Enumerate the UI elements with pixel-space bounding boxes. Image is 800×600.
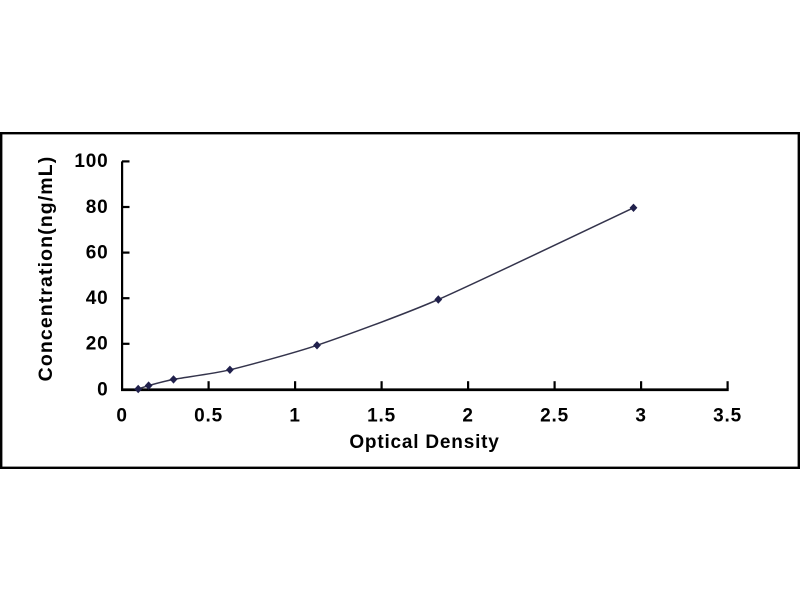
svg-text:0.5: 0.5 <box>194 405 223 426</box>
svg-text:20: 20 <box>86 334 109 355</box>
svg-text:1: 1 <box>289 405 300 426</box>
svg-text:3.5: 3.5 <box>713 405 742 426</box>
svg-text:80: 80 <box>86 197 109 218</box>
svg-text:2: 2 <box>462 405 473 426</box>
svg-text:Optical Density: Optical Density <box>349 432 499 453</box>
svg-text:0: 0 <box>97 380 108 401</box>
svg-text:1.5: 1.5 <box>367 405 396 426</box>
svg-text:Concentration(ng/mL): Concentration(ng/mL) <box>35 156 57 382</box>
svg-text:3: 3 <box>635 405 646 426</box>
svg-text:2.5: 2.5 <box>540 405 569 426</box>
svg-text:40: 40 <box>86 288 109 309</box>
svg-text:0: 0 <box>116 405 127 426</box>
svg-text:60: 60 <box>86 242 109 263</box>
svg-text:100: 100 <box>74 151 108 172</box>
